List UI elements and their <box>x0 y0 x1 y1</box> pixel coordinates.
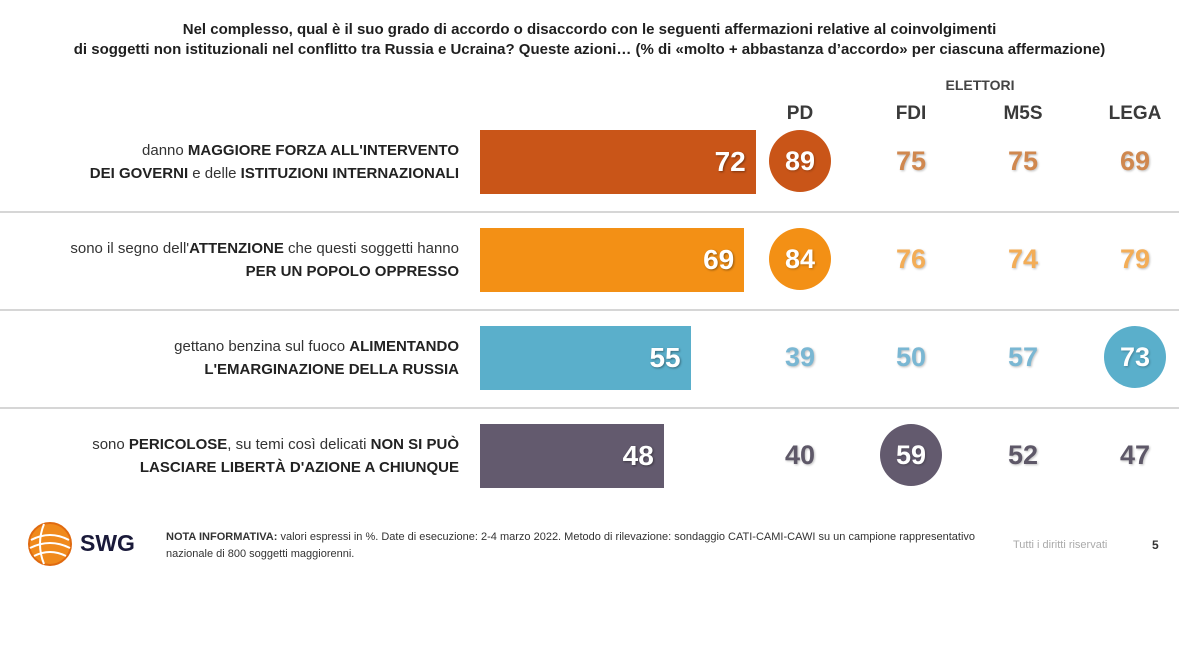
party-value-m5s: 75 <box>1007 146 1039 176</box>
chart-title-line2: di soggetti non istituzionali nel confli… <box>73 41 1106 58</box>
row-label-segment: L'EMARGINAZIONE DELLA RUSSIA <box>204 361 459 378</box>
row-label-segment: danno <box>142 142 188 159</box>
row-label-segment: che questi soggetti hanno <box>283 240 459 257</box>
row-label-segment: DEI GOVERNI <box>89 165 189 182</box>
party-value-m5s: 57 <box>1007 342 1039 372</box>
party-value-fdi: 76 <box>895 244 927 274</box>
row-label-segment: PERICOLOSE <box>128 436 228 453</box>
row-label-segment: PER UN POPOLO OPPRESSO <box>245 263 459 280</box>
row-label: gettano benzina sul fuoco ALIMENTANDO L'E… <box>19 335 459 381</box>
row-label-line: gettano benzina sul fuoco ALIMENTANDO <box>19 335 459 358</box>
row-label-line: LASCIARE LIBERTÀ D'AZIONE A CHIUNQUE <box>19 456 459 479</box>
party-value-pd: 84 <box>769 228 831 290</box>
row-label-segment: , su temi così delicati <box>227 436 371 453</box>
party-header-pd: PD <box>786 103 814 124</box>
footnote-bold: NOTA INFORMATIVA: <box>166 531 278 543</box>
total-bar: 48 <box>480 424 664 488</box>
row-label-line: sono PERICOLOSE, su temi così delicati N… <box>19 433 459 456</box>
total-bar-value: 69 <box>703 244 735 275</box>
party-header-lega: LEGA <box>1108 103 1162 124</box>
row-label-segment: NON SI PUÒ <box>370 436 459 453</box>
row-label-segment: gettano benzina sul fuoco <box>174 338 350 355</box>
total-bar-value: 55 <box>649 342 681 373</box>
row-label-line: DEI GOVERNI e delle ISTITUZIONI INTERNAZ… <box>19 162 459 185</box>
total-bar: 69 <box>480 228 745 292</box>
swg-brand: SWG <box>80 530 135 556</box>
footnote-text: valori espressi in %. Date di esecuzione… <box>166 531 976 560</box>
party-value-lega: 79 <box>1119 244 1151 274</box>
row-label-segment: sono il segno dell' <box>70 240 190 257</box>
swg-logo-icon <box>28 522 72 566</box>
total-bar: 72 <box>480 130 756 194</box>
party-value-pd: 89 <box>769 130 831 192</box>
row-label-line: L'EMARGINAZIONE DELLA RUSSIA <box>19 358 459 381</box>
footnote: NOTA INFORMATIVA: valori espressi in %. … <box>166 529 986 563</box>
row-label: sono il segno dell'ATTENZIONE che questi… <box>19 237 459 283</box>
page-number: 5 <box>1152 538 1159 552</box>
party-value-lega: 69 <box>1119 146 1151 176</box>
chart-title-line1: Nel complesso, qual è il suo grado di ac… <box>182 21 997 38</box>
party-value-pd: 40 <box>784 440 816 470</box>
row-label-segment: ATTENZIONE <box>189 240 284 257</box>
total-bar: 55 <box>480 326 691 390</box>
total-bar-value: 72 <box>714 146 746 177</box>
row-label-line: danno MAGGIORE FORZA ALL'INTERVENTO <box>19 139 459 162</box>
row-label-line: sono il segno dell'ATTENZIONE che questi… <box>19 237 459 260</box>
elettori-header: ELETTORI <box>945 77 1015 93</box>
row-label-segment: e delle <box>188 165 241 182</box>
row-label-segment: ISTITUZIONI INTERNAZIONALI <box>240 165 459 182</box>
party-value-m5s: 52 <box>1007 440 1039 470</box>
party-value-fdi: 75 <box>895 146 927 176</box>
party-value-lega: 73 <box>1104 326 1166 388</box>
party-value-m5s: 74 <box>1007 244 1039 274</box>
row-label: danno MAGGIORE FORZA ALL'INTERVENTO DEI G… <box>19 139 459 185</box>
row-label-segment: MAGGIORE FORZA ALL'INTERVENTO <box>187 142 459 159</box>
party-header-m5s: M5S <box>1003 103 1043 124</box>
row-separator <box>0 407 1179 409</box>
row-label-segment: LASCIARE LIBERTÀ D'AZIONE A CHIUNQUE <box>139 459 459 476</box>
row-label-segment: sono <box>92 436 129 453</box>
row-label: sono PERICOLOSE, su temi così delicati N… <box>19 433 459 479</box>
party-value-pd: 39 <box>784 342 816 372</box>
party-value-fdi: 59 <box>880 424 942 486</box>
party-value-lega: 47 <box>1119 440 1151 470</box>
row-label-segment: ALIMENTANDO <box>349 338 459 355</box>
party-header-fdi: FDI <box>895 103 927 124</box>
party-value-fdi: 50 <box>895 342 927 372</box>
row-separator <box>0 211 1179 213</box>
row-separator <box>0 309 1179 311</box>
total-bar-value: 48 <box>622 440 654 471</box>
rights-text: Tutti i diritti riservati <box>1013 539 1108 551</box>
row-label-line: PER UN POPOLO OPPRESSO <box>19 260 459 283</box>
